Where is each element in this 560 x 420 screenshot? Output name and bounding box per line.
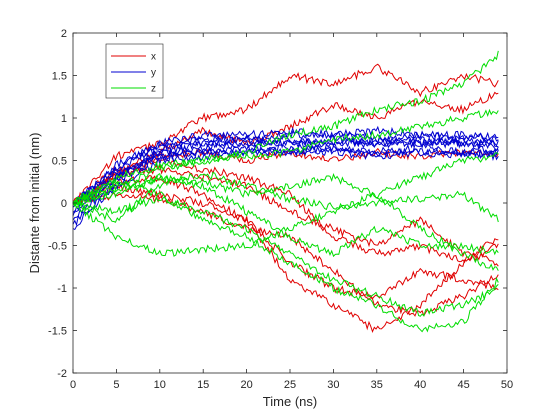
series-line-z-16 bbox=[72, 50, 499, 206]
series-line-y-9 bbox=[72, 134, 499, 221]
y-tick-label: 2 bbox=[61, 28, 67, 40]
x-tick-label: 30 bbox=[327, 379, 339, 391]
x-tick-label: 25 bbox=[284, 379, 296, 391]
y-tick-label: 0 bbox=[61, 198, 67, 210]
x-axis-label: Time (ns) bbox=[263, 394, 317, 409]
legend-label-z: z bbox=[151, 84, 156, 95]
series-line-z-18 bbox=[72, 152, 499, 257]
y-tick-label: -1.5 bbox=[48, 326, 67, 338]
series-line-z-20 bbox=[72, 174, 499, 258]
x-tick-label: 45 bbox=[457, 379, 469, 391]
series-layer bbox=[72, 50, 499, 334]
y-tick-label: -0.5 bbox=[48, 241, 67, 253]
series-line-y-15 bbox=[72, 143, 499, 231]
x-tick-label: 10 bbox=[154, 379, 166, 391]
y-tick-label: 1 bbox=[61, 113, 67, 125]
y-tick-label: -1 bbox=[57, 283, 67, 295]
legend: xyz bbox=[105, 43, 164, 99]
legend-label-y: y bbox=[151, 68, 156, 79]
series-line-z-22 bbox=[72, 172, 499, 271]
series-line-z-23 bbox=[72, 196, 499, 317]
series-line-y-14 bbox=[72, 133, 499, 208]
x-tick-label: 0 bbox=[70, 379, 76, 391]
x-tick-label: 15 bbox=[197, 379, 209, 391]
series-line-y-12 bbox=[72, 129, 499, 204]
series-line-x-7 bbox=[72, 163, 499, 267]
y-axis-label: Distante from initial (nm) bbox=[27, 133, 42, 274]
series-line-x-0 bbox=[72, 63, 499, 204]
series-line-z-21 bbox=[72, 179, 499, 333]
series-line-z-17 bbox=[72, 108, 499, 205]
legend-box bbox=[105, 43, 164, 99]
y-tick-label: -2 bbox=[57, 368, 67, 380]
x-tick-label: 5 bbox=[113, 379, 119, 391]
x-tick-label: 20 bbox=[240, 379, 252, 391]
series-line-z-19 bbox=[72, 171, 499, 223]
legend-label-x: x bbox=[151, 52, 156, 63]
y-axis-ticks: -2 -1.5 -1 -0.5 0 0.5 1 1.5 2 bbox=[48, 28, 507, 380]
y-tick-label: 0.5 bbox=[52, 156, 67, 168]
x-tick-label: 40 bbox=[414, 379, 426, 391]
x-axis-ticks: 0 5 10 15 20 25 30 35 40 45 50 bbox=[70, 33, 513, 391]
y-tick-label: 1.5 bbox=[52, 71, 67, 83]
x-tick-label: 50 bbox=[501, 379, 513, 391]
x-tick-label: 35 bbox=[371, 379, 383, 391]
series-line-x-4 bbox=[72, 175, 499, 334]
